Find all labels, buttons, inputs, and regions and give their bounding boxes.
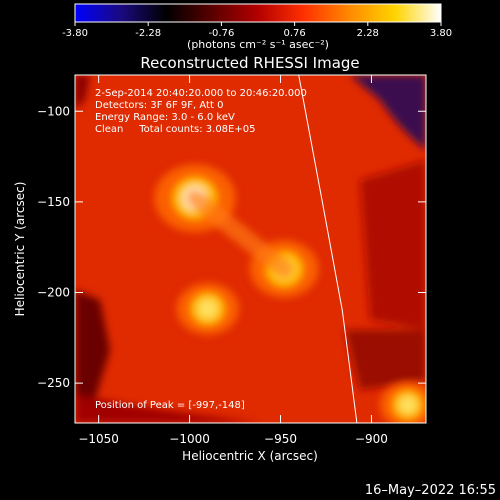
source-2-peak (198, 299, 217, 318)
y-axis-ticks: −100 −150 −200 −250 (37, 104, 426, 390)
y-axis-label: Heliocentric Y (arcsec) (13, 182, 27, 317)
annotation-energy-range: Energy Range: 3.0 - 6.0 keV (95, 112, 235, 123)
colorbar-tick-label: -0.76 (208, 28, 234, 39)
chart-title: Reconstructed RHESSI Image (140, 54, 359, 72)
footer-timestamp: 16–May–2022 16:55 (365, 483, 496, 498)
colorbar-tick-label: -2.28 (135, 28, 161, 39)
x-axis-label: Heliocentric X (arcsec) (182, 449, 318, 463)
source-3-peak (399, 396, 417, 414)
y-tick-label: −250 (37, 376, 70, 390)
x-tick-label: −950 (264, 432, 297, 446)
x-axis-ticks: −1050 −1000 −950 −900 (78, 75, 388, 446)
annotation-peak-position: Position of Peak = [-997,-148] (95, 400, 245, 411)
colorbar-tick-label: 2.28 (357, 28, 379, 39)
source-bridge (186, 189, 294, 278)
dark-region-bottom-left (75, 395, 260, 423)
dark-region-top-left (75, 75, 90, 110)
colorbar-tick-label: 3.80 (430, 28, 452, 39)
y-tick-label: −200 (37, 286, 70, 300)
emission-sources (154, 164, 426, 423)
annotation-detectors: Detectors: 3F 6F 9F, Att 0 (95, 100, 223, 111)
x-tick-label: −900 (355, 432, 388, 446)
image-plot-area (75, 75, 426, 423)
y-tick-label: −150 (37, 195, 70, 209)
x-tick-label: −1000 (169, 432, 210, 446)
annotation-clean-counts: Clean Total counts: 3.08E+05 (95, 124, 255, 135)
colorbar-unit-label: (photons cm⁻² s⁻¹ asec⁻²) (187, 38, 329, 51)
colorbar-tick-label: 0.76 (283, 28, 305, 39)
dark-region-top-right (350, 75, 426, 150)
colorbar-tick-label: -3.80 (62, 28, 88, 39)
x-tick-label: −1050 (78, 432, 119, 446)
plot-frame (74, 74, 427, 424)
y-tick-label: −100 (37, 104, 70, 118)
dark-region-bottom-right (345, 330, 426, 390)
solar-limb-curve (298, 75, 358, 423)
colorbar (74, 3, 442, 23)
annotation-time-range: 2-Sep-2014 20:40:20.000 to 20:46:20.000 (95, 88, 307, 99)
dark-region-right (360, 160, 426, 330)
colorbar-ticks: -3.80 -2.28 -0.76 0.76 2.28 3.80 (62, 22, 452, 39)
dark-region-left (75, 290, 110, 423)
